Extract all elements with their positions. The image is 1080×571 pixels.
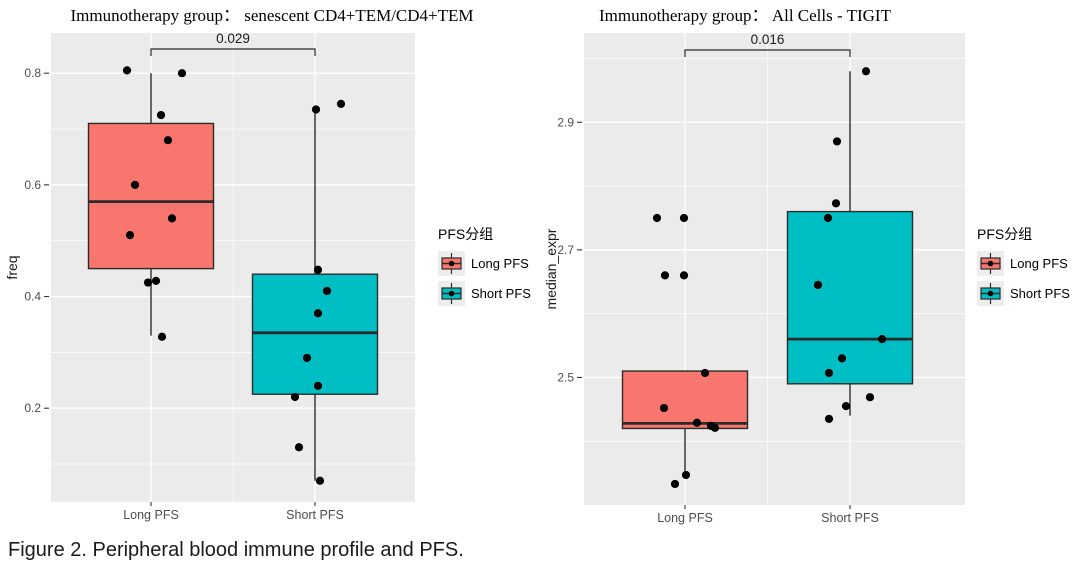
jitter-point — [151, 276, 161, 285]
jitter-point — [313, 309, 323, 318]
jitter-point — [660, 271, 670, 280]
jitter-point — [177, 69, 187, 78]
x-tick-label: Short PFS — [286, 508, 344, 522]
jitter-point — [681, 470, 691, 480]
jitter-point — [813, 280, 823, 290]
y-axis-label: freq — [4, 255, 20, 279]
legend-label: Short PFS — [471, 286, 531, 301]
jitter-point — [313, 265, 323, 274]
legend-item-long-pfs: Long PFS — [977, 251, 1070, 276]
jitter-point — [679, 271, 689, 280]
jitter-point — [824, 414, 834, 423]
boxplot-box-short-pfs — [786, 210, 914, 385]
jitter-point — [700, 368, 710, 378]
jitter-point — [841, 402, 851, 411]
jitter-point — [652, 213, 662, 223]
legend-title: PFS分组 — [977, 226, 1033, 242]
boxplot-key-icon — [977, 251, 1004, 276]
chart-title: Immunotherapy group： All Cells - TIGIT — [599, 6, 892, 25]
jitter-point — [659, 403, 669, 413]
boxplot-box-long-pfs — [87, 122, 215, 270]
jitter-point — [322, 286, 332, 296]
legend-item-long-pfs: Long PFS — [438, 251, 531, 276]
figure-caption: Figure 2. Peripheral blood immune profil… — [8, 539, 464, 561]
chart-1: 0.016 2.5 2.7 2.9 Long PFS Short PFS Immunothe… — [543, 6, 965, 525]
jitter-point — [670, 479, 680, 489]
y-tick-label: 2.7 — [557, 243, 574, 257]
significance-bracket — [150, 48, 316, 56]
jitter-point — [311, 105, 321, 114]
jitter-point — [290, 392, 300, 402]
legend-label: Long PFS — [471, 256, 529, 271]
jitter-point — [837, 354, 847, 363]
jitter-point — [679, 213, 689, 223]
jitter-point — [294, 443, 304, 452]
x-tick-label: Long PFS — [123, 508, 179, 522]
y-tick-label: 0.8 — [24, 66, 41, 80]
jitter-point — [865, 393, 875, 402]
jitter-point — [302, 353, 312, 363]
jitter-point — [313, 381, 323, 390]
jitter-point — [692, 418, 702, 427]
x-tick-label: Long PFS — [657, 511, 713, 525]
jitter-point — [315, 476, 325, 485]
x-tick-label: Short PFS — [821, 511, 879, 525]
legend-item-short-pfs: Short PFS — [438, 281, 531, 306]
jitter-point — [125, 231, 135, 240]
boxplot-box-long-pfs — [621, 370, 749, 430]
jitter-point — [336, 99, 346, 109]
jitter-point — [824, 368, 834, 378]
jitter-point — [130, 180, 140, 189]
jitter-point — [823, 213, 833, 223]
y-tick-label: 2.5 — [557, 370, 574, 384]
chart-0: 0.029 0.2 0.4 0.6 0.8 Long PFS Short PFS Immuno… — [4, 6, 474, 522]
jitter-point — [832, 137, 842, 146]
significance-p-value: 0.016 — [751, 32, 785, 47]
boxplot-key-icon — [438, 281, 465, 306]
boxplot-charts-canvas: 0.029 0.2 0.4 0.6 0.8 Long PFS Short PFS Immuno… — [4, 6, 965, 525]
jitter-point — [157, 332, 167, 341]
jitter-point — [167, 214, 177, 223]
boxplot-key-icon — [977, 281, 1004, 306]
jitter-point — [163, 136, 173, 145]
y-tick-label: 0.6 — [24, 178, 41, 192]
jitter-point — [143, 278, 153, 287]
jitter-point — [831, 199, 841, 208]
legend-left-chart: PFS分组 Long PFS Short PFS — [438, 224, 531, 311]
legend-item-short-pfs: Short PFS — [977, 281, 1070, 306]
significance-bracket — [684, 49, 851, 57]
chart-title: Immunotherapy group： senescent CD4+TEM/C… — [70, 6, 473, 25]
legend-right-chart: PFS分组 Long PFS Short PFS — [977, 224, 1070, 311]
jitter-point — [122, 66, 132, 75]
y-tick-label: 0.2 — [24, 401, 41, 415]
jitter-point — [877, 335, 887, 344]
jitter-point — [861, 67, 871, 76]
legend-label: Short PFS — [1010, 286, 1070, 301]
jitter-point — [710, 423, 720, 432]
boxplot-key-icon — [438, 251, 465, 276]
y-axis-label: median_expr — [543, 228, 559, 309]
legend-title: PFS分组 — [438, 226, 494, 242]
y-tick-label: 0.4 — [24, 290, 41, 304]
y-tick-label: 2.9 — [557, 115, 574, 129]
jitter-point — [156, 110, 166, 120]
significance-p-value: 0.029 — [216, 31, 250, 46]
legend-label: Long PFS — [1010, 256, 1068, 271]
